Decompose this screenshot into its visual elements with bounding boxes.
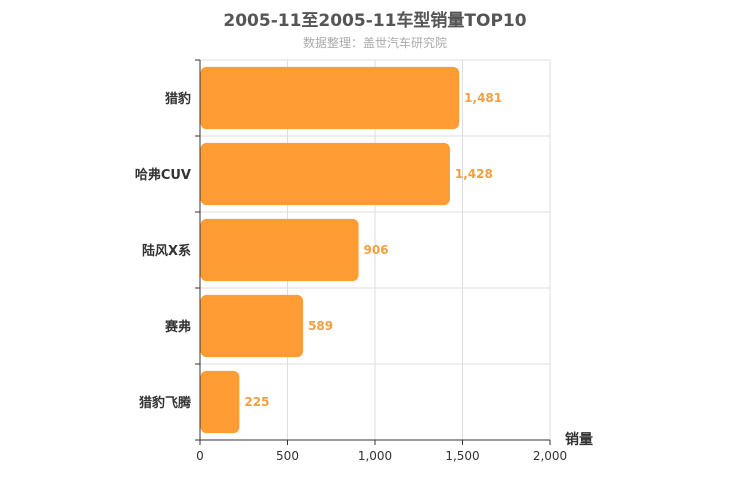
- x-tick-label: 500: [276, 449, 299, 463]
- y-tick-label: 赛弗: [164, 319, 191, 335]
- data-label: 1,428: [455, 167, 493, 181]
- x-tick-label: 1,500: [445, 449, 479, 463]
- y-tick-label: 陆风X系: [142, 243, 191, 259]
- x-tick-label: 1,000: [358, 449, 392, 463]
- y-tick-label: 猎豹飞腾: [139, 395, 192, 411]
- chart-subtitle: 数据整理：盖世汽车研究院: [302, 36, 447, 50]
- data-label: 906: [364, 243, 389, 257]
- bar: [200, 218, 359, 282]
- data-label: 1,481: [464, 91, 502, 105]
- x-axis-title: 销量: [565, 431, 593, 448]
- x-tick-label: 2,000: [533, 449, 567, 463]
- x-tick-label: 0: [196, 449, 204, 463]
- bar: [200, 294, 304, 358]
- y-tick-label: 猎豹: [165, 91, 191, 107]
- data-label: 589: [308, 319, 333, 333]
- y-tick-label: 哈弗CUV: [135, 167, 191, 183]
- bar: [200, 142, 450, 206]
- data-label: 225: [244, 395, 269, 409]
- bar: [200, 370, 240, 434]
- bar: [200, 66, 460, 130]
- chart-title: 2005-11至2005-11车型销量TOP10: [223, 11, 527, 31]
